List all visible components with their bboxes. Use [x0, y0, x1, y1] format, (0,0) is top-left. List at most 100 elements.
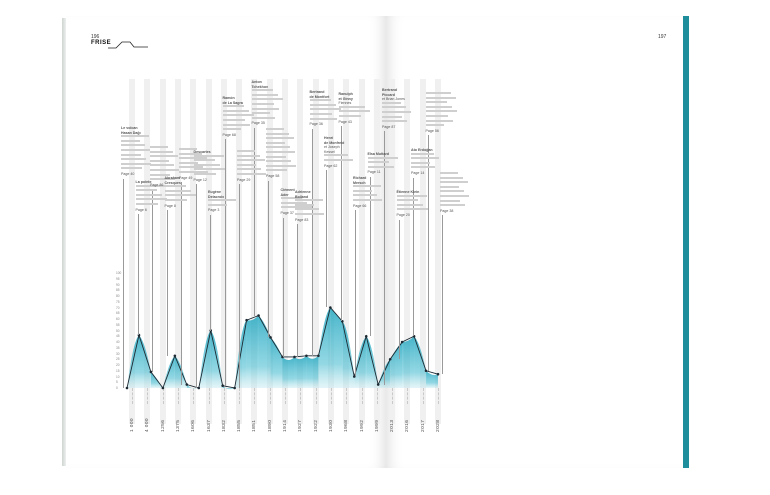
y-axis-label: 100 — [116, 271, 122, 275]
annotation-text-bar — [121, 167, 142, 170]
annotation-text-bar — [164, 198, 187, 201]
annotation-text-bar — [353, 189, 372, 192]
data-point — [173, 354, 177, 358]
area-segment — [426, 370, 438, 388]
year-column-strip — [327, 79, 334, 424]
annotation-leader — [224, 139, 226, 386]
annotation-line: Ramón — [222, 96, 235, 100]
y-axis-label: 45 — [116, 334, 120, 339]
annotation-leader — [123, 178, 124, 388]
page-number-left: 196 — [91, 34, 100, 40]
year-label: 2016 — [405, 419, 411, 432]
mountain-profile-icon — [108, 41, 148, 49]
annotation-text-bar — [266, 128, 284, 130]
annotation-text-bar — [367, 161, 389, 164]
annotation-text-bar — [382, 115, 402, 118]
annotation-line: Page 37 — [280, 210, 294, 215]
annotation-text-bar — [309, 99, 331, 102]
annotation-text-bar — [251, 98, 283, 101]
annotation-text-bar — [251, 89, 273, 92]
annotation-text-bar — [179, 152, 202, 155]
year-tick — [361, 388, 363, 404]
annotation-text-bar — [425, 119, 453, 122]
annotation-text-bar — [295, 208, 319, 211]
year-tick — [223, 388, 225, 404]
y-axis-label: 65 — [116, 311, 120, 316]
annotation-line: Page 86 — [150, 182, 164, 187]
timeline-annotation: Étienne Klein Page 20 — [396, 190, 431, 218]
annotation-text-bar — [222, 109, 249, 112]
year-label: 2017 — [420, 419, 426, 432]
year-column-strip — [312, 79, 319, 424]
annotation-text-bar — [396, 194, 427, 197]
annotation-line: Bertrand — [309, 90, 325, 94]
annotation-text-bar — [121, 158, 146, 161]
year-column-strip — [159, 79, 166, 424]
annotation-text-bar — [121, 162, 151, 165]
data-point — [436, 372, 440, 376]
timeline-annotation: Page 49 — [179, 148, 213, 180]
year-tick — [300, 388, 302, 404]
year-tick — [330, 388, 332, 404]
year-tick — [147, 388, 149, 404]
annotation-line: La pointe — [135, 180, 152, 184]
annotation-text-bar — [440, 172, 458, 174]
annotation-text-bar — [440, 199, 460, 202]
annotation-leader — [195, 184, 197, 388]
annotation-text-bar — [425, 114, 448, 117]
annotation-line: Clément — [280, 188, 295, 192]
annotation-text-bar — [440, 181, 468, 184]
annotation-text-bar — [440, 194, 469, 197]
annotation-text-bar — [382, 101, 401, 104]
annotation-line: Bolland — [295, 194, 309, 199]
annotation-text-bar — [440, 176, 463, 179]
area-segment — [414, 336, 427, 388]
annotation-text-bar — [295, 212, 324, 215]
annotation-text-bar — [208, 199, 236, 202]
timeline-annotation: Page 58 — [266, 128, 300, 179]
y-axis-label: 40 — [116, 340, 120, 344]
year-tick — [376, 388, 378, 404]
data-point — [388, 357, 392, 361]
annotation-line: Kessel — [324, 149, 335, 154]
data-point — [352, 375, 356, 378]
annotation-text-bar — [425, 105, 452, 108]
annotation-text-bar — [150, 150, 173, 153]
annotation-text-bar — [222, 114, 254, 117]
annotation-line: Page 11 — [367, 170, 381, 175]
year-column-strip — [174, 79, 181, 424]
data-point — [233, 386, 236, 390]
annotation-text-bar — [179, 148, 197, 150]
year-label: 1606 — [191, 419, 197, 432]
annotation-text-bar — [121, 135, 149, 138]
annotation-text-bar — [164, 189, 191, 192]
annotation-line: Page 66 — [353, 203, 367, 208]
year-column-strip — [435, 79, 441, 424]
year-tick — [239, 388, 241, 404]
area-segment — [318, 307, 331, 388]
annotation-text-bar — [150, 168, 179, 171]
year-label: 1 000 — [130, 417, 135, 432]
annotation-text-bar — [324, 154, 348, 157]
annotation-leader — [384, 131, 385, 385]
y-axis-label: 15 — [116, 368, 120, 373]
year-label: 1890 — [267, 419, 273, 432]
annotation-text-bar — [266, 164, 296, 167]
annotation-text-bar — [411, 152, 434, 155]
annotation-line: Henri — [324, 136, 334, 140]
year-label: 1855 — [237, 419, 243, 432]
y-axis-label: 75 — [116, 299, 120, 304]
annotation-line: Page 3 — [208, 208, 220, 213]
timeline-annotation: Ramón de La Sagra Page 68 — [222, 96, 257, 137]
annotation-line: Page 83 — [295, 217, 309, 222]
annotation-line: Page 6 — [135, 207, 147, 212]
annotation-text-bar — [150, 146, 168, 148]
annotation-text-bar — [367, 165, 394, 168]
annotation-line: Étienne Klein — [396, 190, 420, 194]
data-point — [161, 386, 165, 390]
year-column-strip — [220, 79, 227, 424]
annotation-text-bar — [208, 203, 227, 206]
annotation-line: Hasan Dağı — [121, 130, 141, 135]
annotation-text-bar — [193, 172, 216, 175]
year-tick — [208, 388, 210, 404]
